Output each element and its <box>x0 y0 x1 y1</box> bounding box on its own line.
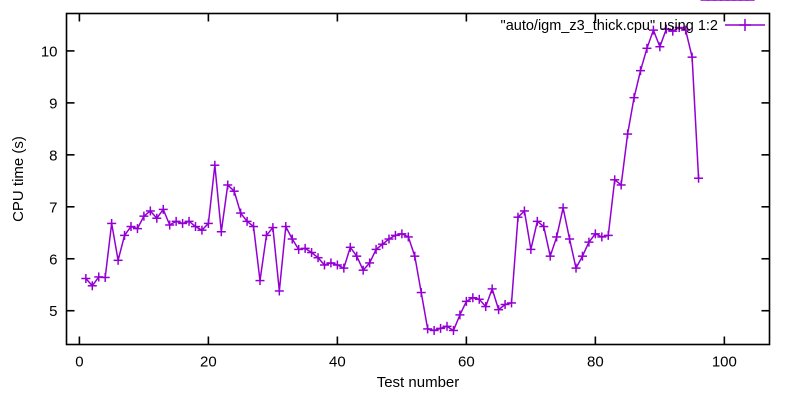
data-series <box>81 0 755 335</box>
y-tick-label: 8 <box>49 147 57 164</box>
x-axis-ticks: 0 20 40 60 80 100 <box>75 13 737 371</box>
y-tick-label: 6 <box>49 251 57 268</box>
x-axis-label: Test number <box>377 374 460 391</box>
plot-border <box>65 12 771 346</box>
x-tick-label: 80 <box>587 354 604 371</box>
y-tick-label: 9 <box>49 95 57 112</box>
y-tick-label: 7 <box>49 199 57 216</box>
y-tick-label: 10 <box>41 43 58 60</box>
y-axis-label: CPU time (s) <box>10 136 27 222</box>
legend-sample-marker <box>739 19 751 31</box>
legend: "auto/igm_z3_thick.cpu" using 1:2 <box>501 18 765 34</box>
x-tick-label: 60 <box>458 354 475 371</box>
x-tick-label: 0 <box>75 354 83 371</box>
series-markers <box>81 0 755 335</box>
x-tick-label: 20 <box>200 354 217 371</box>
y-tick-label: 5 <box>49 303 57 320</box>
y-axis-ticks: 5 6 7 8 9 10 <box>41 43 770 320</box>
x-tick-label: 40 <box>329 354 346 371</box>
x-tick-label: 100 <box>712 354 737 371</box>
legend-entry-label: "auto/igm_z3_thick.cpu" using 1:2 <box>501 18 718 34</box>
